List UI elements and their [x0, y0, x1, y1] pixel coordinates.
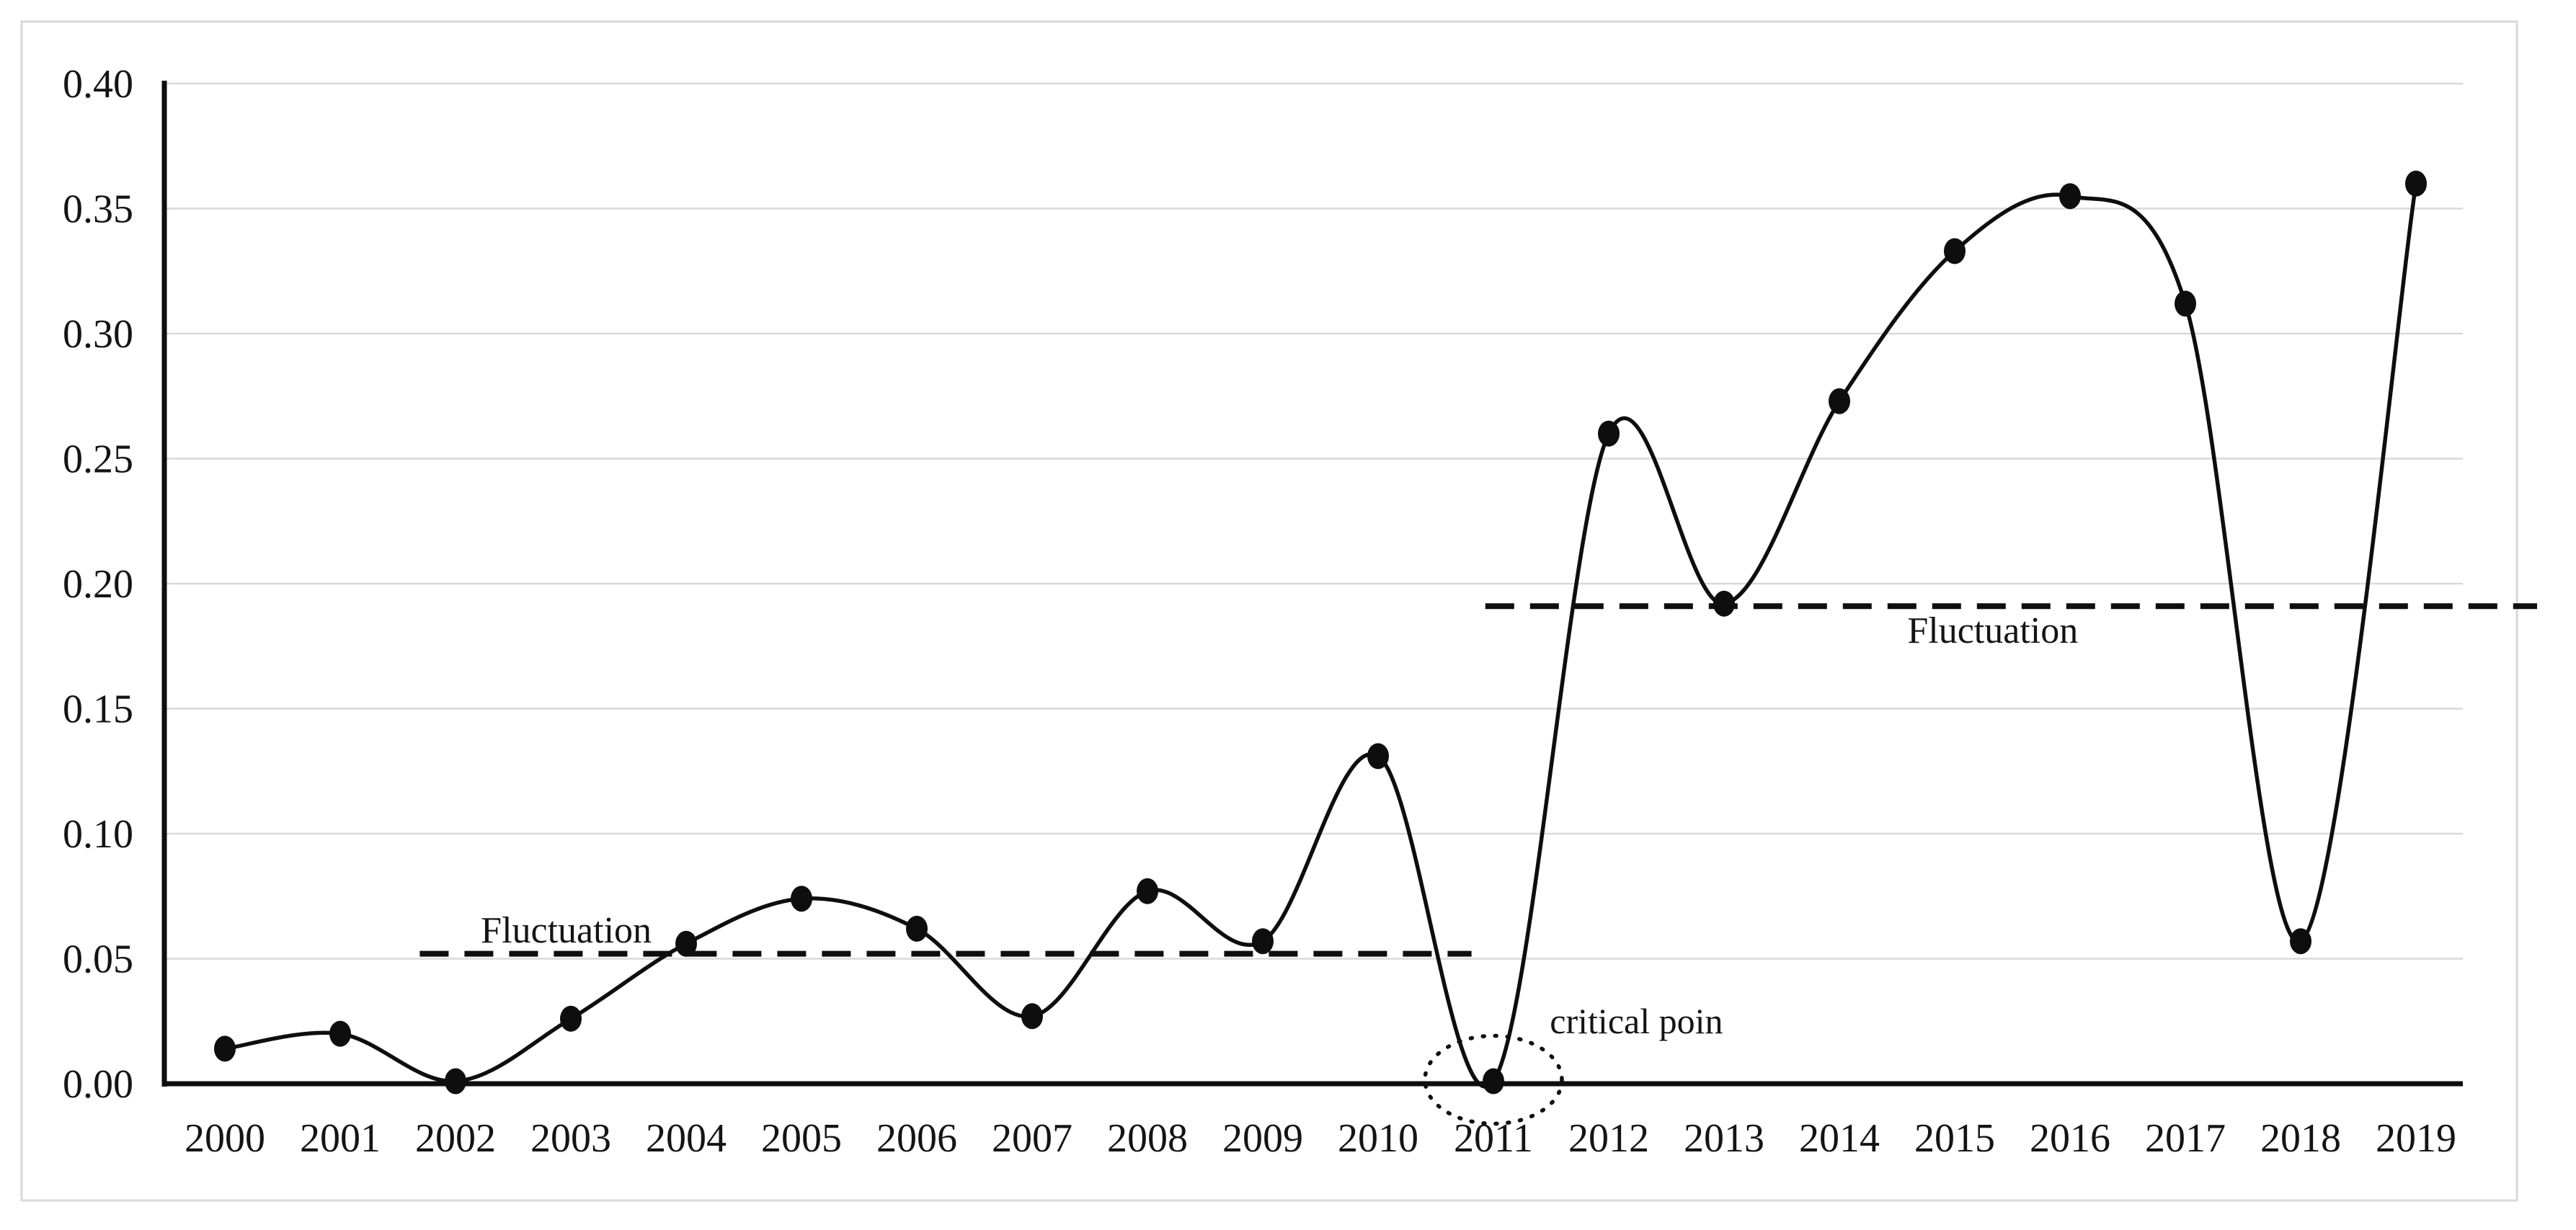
y-tick-label: 0.40 [63, 62, 133, 107]
y-tick-label: 0.30 [63, 312, 133, 357]
x-tick-label: 2012 [1568, 1116, 1649, 1161]
data-point-marker [1137, 878, 1158, 904]
fluctuation-reference-lines [419, 603, 2537, 957]
x-tick-label: 2002 [415, 1116, 496, 1161]
data-point-marker [1483, 1068, 1504, 1095]
data-point-marker [1252, 928, 1274, 955]
x-tick-label: 2010 [1338, 1116, 1418, 1161]
data-point-marker [2405, 170, 2427, 197]
x-tick-label: 2011 [1454, 1116, 1533, 1161]
data-point-marker [2175, 290, 2196, 317]
x-tick-label: 2013 [1684, 1116, 1764, 1161]
x-tick-label: 2003 [530, 1116, 611, 1161]
data-point-marker [1829, 388, 1850, 414]
data-point-marker [906, 915, 928, 942]
x-tick-label: 2006 [876, 1116, 957, 1161]
x-tick-label: 2004 [646, 1116, 727, 1161]
x-tick-label: 2007 [992, 1116, 1072, 1161]
data-point-marker [1598, 420, 1620, 447]
data-point-marker [2059, 183, 2081, 210]
y-tick-label: 0.20 [63, 562, 133, 607]
critical-point-ellipse [1423, 1033, 1564, 1126]
data-point-markers [214, 170, 2427, 1095]
x-tick-label: 2008 [1107, 1116, 1188, 1161]
critical-point-annotation [1423, 1033, 1564, 1126]
y-tick-label: 0.25 [63, 437, 133, 482]
x-tick-label: 2009 [1222, 1116, 1303, 1161]
data-point-marker [675, 930, 697, 957]
x-tick-label: 2000 [185, 1116, 265, 1161]
x-tick-label: 2014 [1799, 1116, 1880, 1161]
data-point-marker [1367, 743, 1389, 770]
fluctuation-low-label: Fluctuation [481, 910, 652, 951]
series-line [223, 182, 2418, 1089]
x-tick-label: 2001 [300, 1116, 381, 1161]
y-axis-tick-labels: 0.00 0.05 0.10 0.15 0.20 0.25 0.30 0.35 0.40 [63, 62, 133, 1107]
gridlines [164, 82, 2463, 960]
critical-point-label: critical poin [1550, 1001, 1723, 1041]
data-point-marker [214, 1035, 236, 1062]
fluctuation-high-label: Fluctuation [1907, 610, 2078, 651]
annotation-labels: Fluctuation Fluctuation critical poin [481, 610, 2078, 1041]
y-tick-label: 0.10 [63, 812, 133, 857]
data-point-marker [2290, 928, 2311, 955]
data-point-marker [1944, 238, 1966, 264]
data-point-marker [791, 886, 812, 912]
y-tick-label: 0.35 [63, 187, 133, 232]
axes [161, 81, 2463, 1087]
data-point-marker [560, 1005, 582, 1032]
x-tick-label: 2017 [2145, 1116, 2226, 1161]
data-point-marker [1021, 1003, 1043, 1030]
y-tick-label: 0.00 [63, 1062, 133, 1107]
x-tick-label: 2005 [761, 1116, 842, 1161]
x-axis-tick-labels: 2000 2001 2002 2003 2004 2005 2006 2007 2008 2009… [185, 1116, 2456, 1161]
data-series [223, 182, 2418, 1089]
x-tick-label: 2019 [2376, 1116, 2456, 1161]
data-point-marker [329, 1020, 351, 1047]
y-tick-label: 0.05 [63, 937, 133, 982]
x-tick-label: 2016 [2030, 1116, 2110, 1161]
x-tick-label: 2018 [2260, 1116, 2341, 1161]
chart-border [20, 20, 2518, 1202]
y-tick-label: 0.15 [63, 687, 133, 732]
x-tick-label: 2015 [1914, 1116, 1995, 1161]
data-point-marker [445, 1068, 466, 1095]
data-point-marker [1713, 590, 1735, 617]
